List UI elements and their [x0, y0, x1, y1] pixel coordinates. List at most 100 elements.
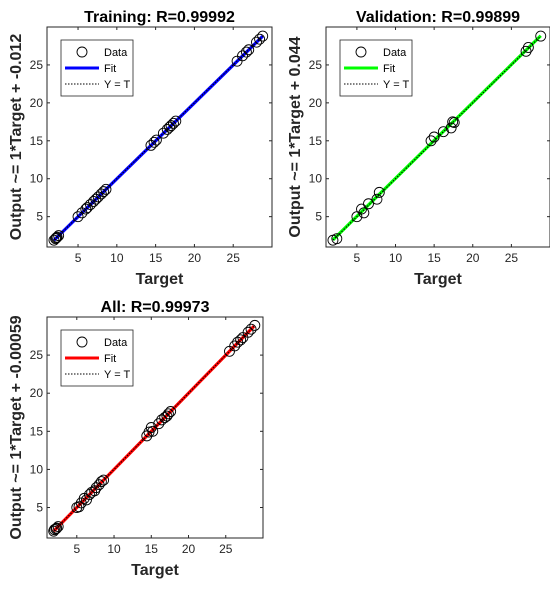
- x-tick-label: 5: [75, 251, 82, 265]
- data-point: [249, 319, 261, 331]
- legend-data-marker: [355, 46, 367, 58]
- data-point: [254, 33, 266, 45]
- legend: Data Fit Y = T: [60, 329, 134, 387]
- data-point: [237, 50, 248, 62]
- fit-line: [52, 325, 256, 533]
- data-point: [53, 230, 65, 242]
- x-axis-label: Target: [414, 271, 462, 288]
- data-point: [148, 136, 160, 148]
- regression-panel-0: 5 10 15 20 25 5 10 15 20 25 Training: R=0.99992 Tar…: [8, 9, 273, 288]
- data-point: [168, 117, 179, 129]
- x-axis-label: Target: [131, 562, 179, 579]
- regression-panel-2: 5 10 15 20 25 5 10 15 20 25 All: R=0.99973 Target Ou…: [8, 299, 264, 579]
- data-point: [251, 36, 262, 48]
- identity-line: [332, 35, 542, 241]
- y-tick-label: 5: [36, 210, 43, 224]
- data-point: [165, 406, 177, 417]
- data-point: [52, 521, 64, 533]
- data-point: [425, 135, 437, 147]
- data-point: [522, 42, 534, 53]
- data-point: [50, 232, 62, 244]
- data-point: [51, 231, 63, 243]
- data-point: [535, 30, 547, 42]
- data-point: [98, 474, 110, 486]
- plot-area: [48, 30, 269, 246]
- legend-fit-label: Fit: [104, 63, 116, 75]
- data-point: [235, 334, 247, 346]
- legend-data-label: Data: [383, 47, 407, 59]
- data-point: [445, 122, 457, 134]
- x-tick-label: 10: [110, 251, 124, 265]
- x-tick-label: 20: [182, 542, 196, 556]
- legend: Data Fit Y = T: [339, 39, 413, 97]
- legend-fit-label: Fit: [104, 353, 116, 365]
- y-tick-label: 25: [30, 348, 44, 362]
- y-axis-label: Output ~= 1*Target + 0.044: [287, 36, 304, 237]
- y-tick-label: 5: [315, 210, 322, 224]
- data-point: [229, 340, 241, 352]
- y-tick-label: 10: [30, 462, 44, 476]
- data-point: [162, 408, 174, 420]
- chart-title: All: R=0.99973: [101, 299, 210, 316]
- data-point: [147, 425, 159, 437]
- x-tick-label: 15: [145, 542, 159, 556]
- data-point: [428, 131, 440, 143]
- y-tick-label: 15: [30, 134, 44, 148]
- data-point: [150, 134, 162, 146]
- data-point: [331, 233, 343, 245]
- legend-ident-label: Y = T: [104, 79, 130, 91]
- y-tick-label: 20: [30, 96, 44, 110]
- legend-data-label: Data: [104, 47, 128, 59]
- y-tick-label: 25: [30, 58, 44, 72]
- y-tick-label: 10: [30, 172, 44, 186]
- legend-data-label: Data: [104, 337, 128, 349]
- data-point: [153, 418, 165, 430]
- x-tick-label: 15: [149, 251, 163, 265]
- x-tick-label: 25: [227, 251, 241, 265]
- data-point: [448, 117, 460, 129]
- data-point: [50, 233, 61, 245]
- data-point: [161, 123, 173, 135]
- y-axis-label: Output ~= 1*Target + -0.012: [8, 34, 25, 241]
- data-point: [100, 183, 112, 195]
- plot-area: [48, 319, 261, 537]
- x-tick-label: 5: [354, 251, 361, 265]
- data-point: [157, 127, 169, 139]
- x-tick-label: 5: [73, 542, 80, 556]
- x-tick-label: 20: [188, 251, 202, 265]
- data-point: [98, 186, 110, 198]
- plot-area: [327, 30, 547, 246]
- identity-line: [53, 35, 264, 241]
- data-point: [81, 202, 93, 214]
- y-tick-label: 25: [309, 58, 323, 72]
- legend-data-marker: [76, 46, 88, 58]
- x-axis-label: Target: [136, 271, 184, 288]
- x-tick-label: 25: [505, 251, 519, 265]
- data-point: [245, 323, 257, 335]
- y-tick-label: 20: [309, 96, 323, 110]
- data-point: [164, 121, 176, 133]
- x-tick-label: 25: [219, 542, 233, 556]
- y-tick-label: 10: [309, 172, 323, 186]
- legend-ident-label: Y = T: [383, 79, 409, 91]
- legend-fit-label: Fit: [383, 63, 395, 75]
- legend-data-marker: [76, 336, 88, 348]
- y-tick-label: 15: [30, 424, 44, 438]
- y-tick-label: 5: [36, 501, 43, 515]
- x-tick-label: 20: [466, 251, 480, 265]
- data-point: [50, 523, 62, 535]
- data-point: [240, 46, 252, 58]
- y-tick-label: 15: [309, 134, 323, 148]
- data-point: [257, 30, 269, 42]
- data-point: [159, 412, 171, 424]
- data-point: [373, 186, 385, 198]
- data-point: [243, 44, 255, 56]
- regression-panel-1: 5 10 15 20 25 5 10 15 20 25 Validation: R=0.99899 T…: [287, 9, 550, 288]
- data-point: [371, 193, 383, 205]
- y-axis-label: Output ~= 1*Target + -0.00059: [8, 315, 25, 539]
- data-point: [51, 522, 63, 534]
- data-point: [81, 494, 92, 506]
- x-tick-label: 15: [427, 251, 441, 265]
- legend: Data Fit Y = T: [60, 39, 134, 97]
